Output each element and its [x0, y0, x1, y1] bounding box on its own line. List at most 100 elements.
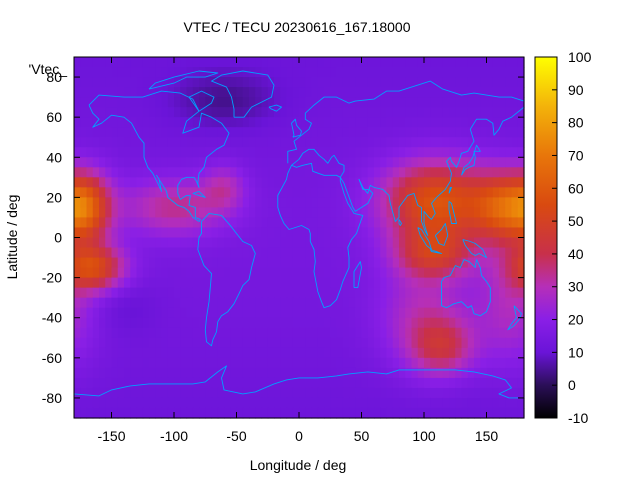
heatmap-cell — [449, 217, 456, 229]
heatmap-cell — [192, 137, 200, 148]
heatmap-cell — [80, 357, 88, 369]
heatmap-cell — [174, 127, 181, 138]
heatmap-cell — [117, 187, 125, 198]
heatmap-cell — [280, 117, 288, 128]
heatmap-cell — [267, 377, 275, 389]
heatmap-cell — [405, 217, 413, 229]
heatmap-cell — [136, 137, 144, 148]
heatmap-cell — [292, 327, 300, 339]
heatmap-cell — [80, 397, 88, 409]
heatmap-cell — [130, 257, 138, 269]
heatmap-cell — [430, 127, 438, 138]
heatmap-cell — [467, 187, 475, 198]
heatmap-cell — [480, 327, 488, 339]
heatmap-cell — [149, 367, 156, 379]
heatmap-cell — [249, 117, 256, 128]
heatmap-cell — [167, 67, 175, 78]
heatmap-cell — [92, 207, 100, 219]
heatmap-cell — [342, 327, 350, 339]
heatmap-cell — [261, 187, 269, 198]
heatmap-cell — [374, 307, 381, 319]
heatmap-cell — [224, 87, 231, 98]
heatmap-cell — [486, 387, 494, 399]
heatmap-cell — [124, 377, 131, 389]
heatmap-cell — [280, 277, 288, 289]
heatmap-cell — [255, 217, 263, 229]
heatmap-cell — [286, 337, 294, 349]
heatmap-cell — [155, 187, 163, 198]
heatmap-cell — [486, 137, 494, 148]
heatmap-cell — [74, 357, 81, 369]
heatmap-cell — [261, 137, 269, 148]
heatmap-cell — [286, 147, 294, 158]
heatmap-cell — [124, 357, 131, 369]
heatmap-cell — [492, 217, 500, 229]
heatmap-cell — [217, 247, 225, 259]
heatmap-cell — [399, 297, 406, 309]
heatmap-cell — [230, 177, 238, 188]
heatmap-cell — [92, 297, 100, 309]
heatmap-cell — [392, 307, 400, 319]
heatmap-cell — [149, 117, 156, 128]
heatmap-cell — [242, 327, 250, 339]
heatmap-cell — [442, 337, 450, 349]
heatmap-cell — [130, 97, 138, 108]
heatmap-cell — [480, 117, 488, 128]
heatmap-cell — [349, 267, 356, 279]
heatmap-cell — [224, 257, 231, 269]
heatmap-cell — [155, 277, 163, 289]
heatmap-cell — [374, 267, 381, 279]
heatmap-cell — [155, 237, 163, 249]
heatmap-cell — [505, 217, 513, 229]
heatmap-cell — [430, 117, 438, 128]
heatmap-cell — [374, 87, 381, 98]
heatmap-cell — [405, 357, 413, 369]
heatmap-cell — [330, 87, 338, 98]
heatmap-cell — [324, 237, 331, 249]
heatmap-cell — [192, 167, 200, 178]
heatmap-cell — [136, 407, 144, 419]
heatmap-cell — [480, 77, 488, 88]
heatmap-cell — [280, 297, 288, 309]
heatmap-cell — [199, 397, 206, 409]
heatmap-cell — [355, 177, 363, 188]
heatmap-cell — [130, 137, 138, 148]
heatmap-cell — [455, 107, 463, 118]
heatmap-cell — [205, 167, 213, 178]
heatmap-cell — [111, 337, 119, 349]
heatmap-cell — [317, 337, 325, 349]
heatmap-cell — [274, 237, 281, 249]
heatmap-cell — [167, 227, 175, 239]
heatmap-cell — [442, 207, 450, 219]
heatmap-cell — [342, 247, 350, 259]
heatmap-cell — [342, 147, 350, 158]
heatmap-cell — [74, 277, 81, 289]
heatmap-cell — [380, 197, 388, 209]
heatmap-cell — [449, 327, 456, 339]
heatmap-cell — [336, 397, 344, 409]
heatmap-cell — [430, 347, 438, 359]
heatmap-cell — [486, 227, 494, 239]
heatmap-cell — [499, 197, 506, 209]
heatmap-cell — [149, 377, 156, 389]
heatmap-cell — [230, 207, 238, 219]
heatmap-cell — [386, 217, 394, 229]
heatmap-cell — [374, 97, 381, 108]
heatmap-cell — [130, 367, 138, 379]
heatmap-cell — [417, 317, 425, 329]
heatmap-cell — [424, 237, 431, 249]
heatmap-cell — [430, 197, 438, 209]
heatmap-cell — [461, 167, 469, 178]
heatmap-cell — [205, 277, 213, 289]
heatmap-cell — [199, 227, 206, 239]
heatmap-cell — [230, 307, 238, 319]
heatmap-cell — [236, 87, 244, 98]
heatmap-cell — [417, 387, 425, 399]
heatmap-cell — [486, 177, 494, 188]
heatmap-cell — [461, 397, 469, 409]
coastline-europe-asia — [287, 80, 525, 164]
heatmap-cell — [505, 377, 513, 389]
heatmap-cell — [167, 377, 175, 389]
heatmap-cell — [242, 337, 250, 349]
